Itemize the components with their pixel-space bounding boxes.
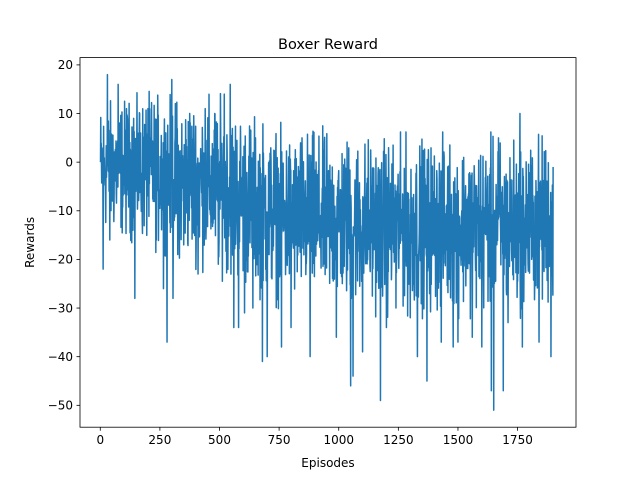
y-tick-label: −40 (48, 350, 73, 364)
x-axis-ticks: 0 250 500 750 1000 1250 1500 1750 (96, 427, 533, 447)
plot-frame (79, 57, 577, 428)
chart-title: Boxer Reward (278, 37, 378, 53)
y-tick-label: 0 (65, 155, 73, 169)
x-axis-label: Episodes (301, 456, 354, 470)
x-tick-label: 1250 (383, 433, 414, 447)
x-tick-label: 750 (268, 433, 291, 447)
x-tick-label: 250 (148, 433, 171, 447)
y-tick-label: −30 (48, 301, 73, 315)
y-tick-label: −20 (48, 253, 73, 267)
y-axis-label: Rewards (23, 217, 37, 268)
y-tick-label: −50 (48, 399, 73, 413)
reward-series-line (99, 73, 554, 411)
plot-series-group (99, 73, 554, 411)
y-tick-label: 10 (58, 107, 73, 121)
y-tick-label: −10 (48, 204, 73, 218)
x-tick-label: 1500 (443, 433, 474, 447)
x-tick-label: 1000 (323, 433, 354, 447)
y-axis-ticks: 20 10 0 −10 −20 −30 −40 −50 (48, 58, 80, 413)
x-tick-label: 500 (208, 433, 231, 447)
x-tick-label: 1750 (502, 433, 533, 447)
y-tick-label: 20 (58, 58, 73, 72)
x-tick-label: 0 (96, 433, 104, 447)
